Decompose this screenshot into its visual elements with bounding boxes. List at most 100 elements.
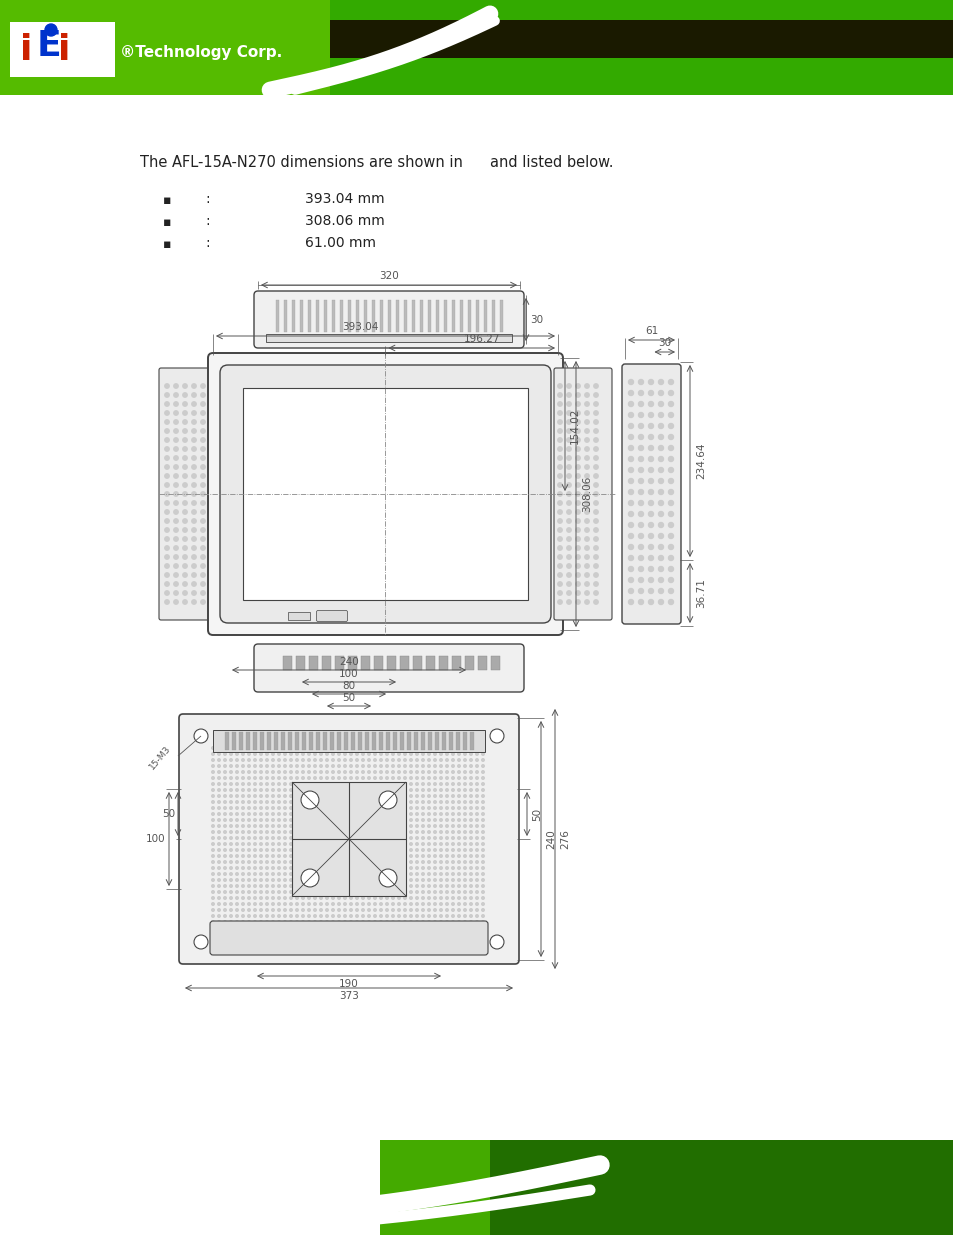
Circle shape [223,789,226,792]
Bar [330,20,953,58]
Circle shape [374,867,375,869]
Circle shape [223,806,226,809]
Circle shape [658,511,662,516]
Circle shape [355,842,358,845]
Bar [243,388,527,600]
Circle shape [308,836,310,840]
Circle shape [332,836,334,840]
Circle shape [416,861,417,863]
Circle shape [367,800,370,803]
Text: 308.06: 308.06 [581,475,592,513]
Circle shape [397,903,400,905]
Circle shape [481,806,484,809]
Circle shape [283,813,286,815]
Circle shape [397,813,400,815]
Circle shape [355,903,358,905]
Circle shape [301,771,304,773]
Circle shape [212,842,214,845]
Circle shape [427,777,430,779]
Bar [355,300,358,332]
Text: 61: 61 [644,326,658,336]
Circle shape [200,501,205,505]
Circle shape [200,573,205,577]
Circle shape [481,752,484,756]
Circle shape [173,600,178,604]
Circle shape [314,903,316,905]
Circle shape [355,825,358,827]
Circle shape [367,819,370,821]
Circle shape [266,884,268,887]
Circle shape [361,890,364,893]
Circle shape [427,926,430,929]
Circle shape [451,819,454,821]
Circle shape [367,855,370,857]
Circle shape [416,758,417,761]
Circle shape [295,836,298,840]
Circle shape [337,921,340,924]
Circle shape [301,789,304,792]
Circle shape [319,842,322,845]
Circle shape [165,555,169,559]
Circle shape [397,884,400,887]
Circle shape [230,848,233,851]
Circle shape [325,878,328,882]
Circle shape [165,510,169,514]
Circle shape [392,909,394,911]
Circle shape [463,794,466,798]
Circle shape [332,897,334,899]
Circle shape [558,546,561,551]
Circle shape [628,599,633,604]
Circle shape [308,878,310,882]
Circle shape [593,582,598,587]
Circle shape [427,831,430,834]
Circle shape [295,915,298,918]
Circle shape [259,813,262,815]
Circle shape [192,420,196,424]
Circle shape [212,836,214,840]
Circle shape [457,783,459,785]
Circle shape [301,915,304,918]
Circle shape [392,771,394,773]
Circle shape [409,909,412,911]
Circle shape [230,890,233,893]
Circle shape [248,764,250,767]
Circle shape [290,848,292,851]
Circle shape [272,783,274,785]
Circle shape [290,825,292,827]
Circle shape [409,890,412,893]
Bar [420,732,424,750]
Circle shape [314,926,316,929]
Circle shape [301,890,304,893]
Circle shape [308,926,310,929]
Text: 190: 190 [338,979,358,989]
Circle shape [259,861,262,863]
Circle shape [212,777,214,779]
Circle shape [658,401,662,406]
Circle shape [253,903,256,905]
Circle shape [301,836,304,840]
Circle shape [217,747,220,750]
Circle shape [416,806,417,809]
Bar [413,656,421,671]
Circle shape [648,589,653,594]
Circle shape [325,909,328,911]
Circle shape [350,747,352,750]
Circle shape [593,590,598,595]
Circle shape [558,447,561,451]
Circle shape [272,836,274,840]
Bar [419,300,422,332]
Circle shape [481,861,484,863]
Circle shape [355,884,358,887]
Circle shape [457,855,459,857]
Circle shape [223,890,226,893]
Circle shape [558,437,561,442]
Circle shape [230,794,233,798]
Circle shape [638,500,643,505]
Circle shape [183,600,187,604]
Circle shape [350,926,352,929]
Circle shape [566,483,571,487]
Circle shape [217,813,220,815]
Circle shape [337,861,340,863]
Circle shape [584,519,589,524]
Circle shape [283,794,286,798]
